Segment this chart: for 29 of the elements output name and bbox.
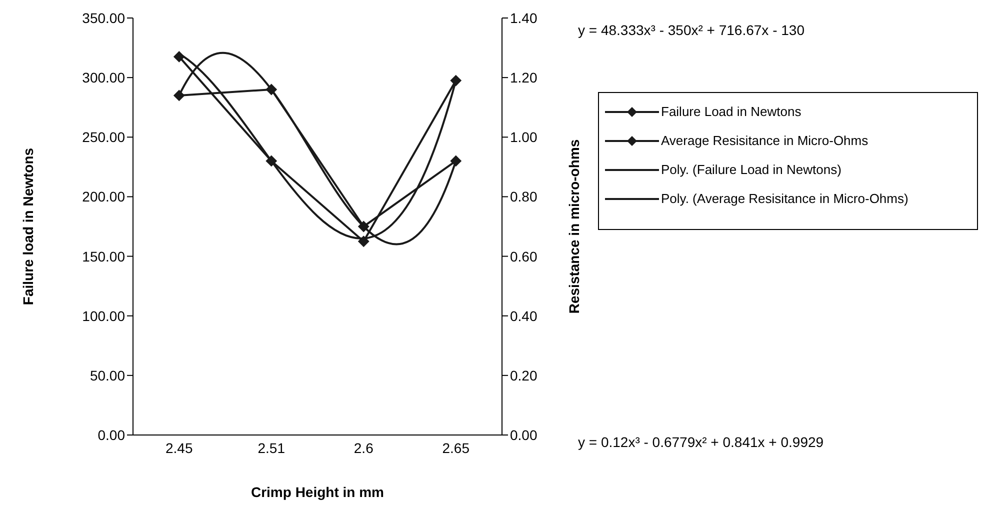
y2-tick-label: 0.00	[510, 426, 538, 443]
y2-axis-title: Resistance in micro-ohms	[566, 139, 582, 314]
y-tick-label: 100.00	[82, 308, 126, 324]
y2-tick-label: 1.40	[510, 10, 538, 26]
x-tick-label: 2.51	[258, 440, 286, 456]
legend-label: Average Resisitance in Micro-Ohms	[661, 132, 868, 149]
y-tick-label: 150.00	[82, 248, 126, 264]
x-tick-label: 2.65	[442, 440, 470, 456]
x-tick-label: 2.6	[354, 440, 374, 456]
y2-tick-label: 1.20	[510, 70, 538, 86]
x-tick-label: 2.45	[166, 440, 193, 456]
y2-tick-label: 1.00	[510, 129, 538, 146]
text: y = 48.333x³ - 350x² + 716.67x - 130	[578, 22, 804, 38]
y2-tick-label: 0.40	[510, 308, 538, 324]
y-axis-title: Failure load in Newtons	[20, 148, 36, 306]
y-tick-label: 200.00	[82, 188, 126, 205]
y2-tick-label: 0.80	[510, 188, 538, 205]
y2-tick-label: 0.60	[510, 248, 538, 264]
y-tick-label: 350.00	[82, 10, 126, 26]
y-tick-label: 300.00	[82, 70, 126, 86]
x-axis-title: Crimp Height in mm	[250, 484, 384, 500]
legend-label: Failure Load in Newtons	[661, 103, 802, 120]
legend-label: Poly. (Average Resisitance in Micro-Ohms)	[661, 190, 908, 207]
y-tick-label: 0.00	[98, 426, 126, 443]
y-tick-label: 50.00	[90, 367, 126, 384]
legend-label: Poly. (Failure Load in Newtons)	[661, 161, 842, 178]
text: y = 0.12x³ - 0.6779x² + 0.841x + 0.9929	[578, 434, 824, 450]
y-tick-label: 250.00	[82, 129, 126, 146]
y2-tick-label: 0.20	[510, 367, 538, 384]
